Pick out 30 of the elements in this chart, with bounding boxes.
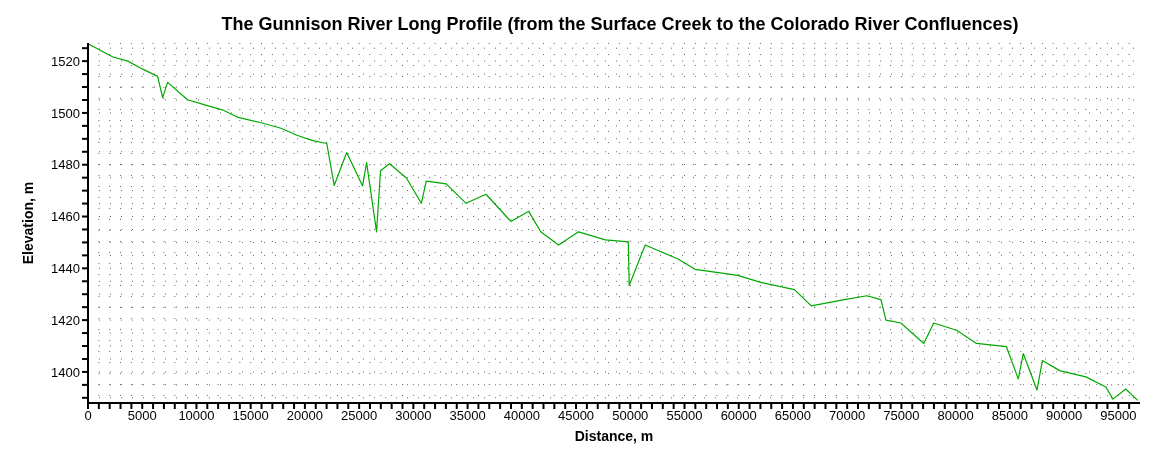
x-tick-label: 90000 [1046, 408, 1083, 424]
x-tick-label: 25000 [341, 408, 378, 424]
y-tick-label: 1500 [51, 105, 80, 121]
y-tick-label: 1440 [51, 260, 80, 276]
x-tick-label: 20000 [286, 408, 323, 424]
x-tick-label: 40000 [503, 408, 540, 424]
x-tick-label: 0 [84, 408, 92, 424]
x-tick-label: 60000 [720, 408, 757, 424]
x-tick-label: 35000 [449, 408, 486, 424]
x-tick-label: 85000 [991, 408, 1028, 424]
x-tick-label: 15000 [232, 408, 269, 424]
y-tick-label: 1520 [51, 53, 80, 69]
y-axis-title: Elevation, m [19, 181, 36, 265]
x-tick-label: 55000 [666, 408, 703, 424]
x-axis-title: Distance, m [574, 428, 654, 444]
x-tick-label: 75000 [883, 408, 920, 424]
y-tick-label: 1420 [51, 312, 80, 328]
y-tick-label: 1460 [51, 209, 80, 225]
x-tick-label: 5000 [127, 408, 157, 424]
x-tick-label: 95000 [1100, 408, 1137, 424]
x-tick-label: 70000 [829, 408, 866, 424]
y-tick-label: 1400 [51, 364, 80, 380]
x-tick-label: 50000 [612, 408, 649, 424]
x-tick-label: 10000 [178, 408, 215, 424]
y-tick-label: 1480 [51, 157, 80, 173]
x-tick-label: 80000 [937, 408, 974, 424]
x-tick-label: 30000 [395, 408, 432, 424]
x-tick-label: 65000 [774, 408, 812, 424]
chart-title: The Gunnison River Long Profile (from the Surface Creek to the Colorado River Confluences) [220, 13, 1020, 35]
x-tick-label: 45000 [557, 408, 595, 424]
